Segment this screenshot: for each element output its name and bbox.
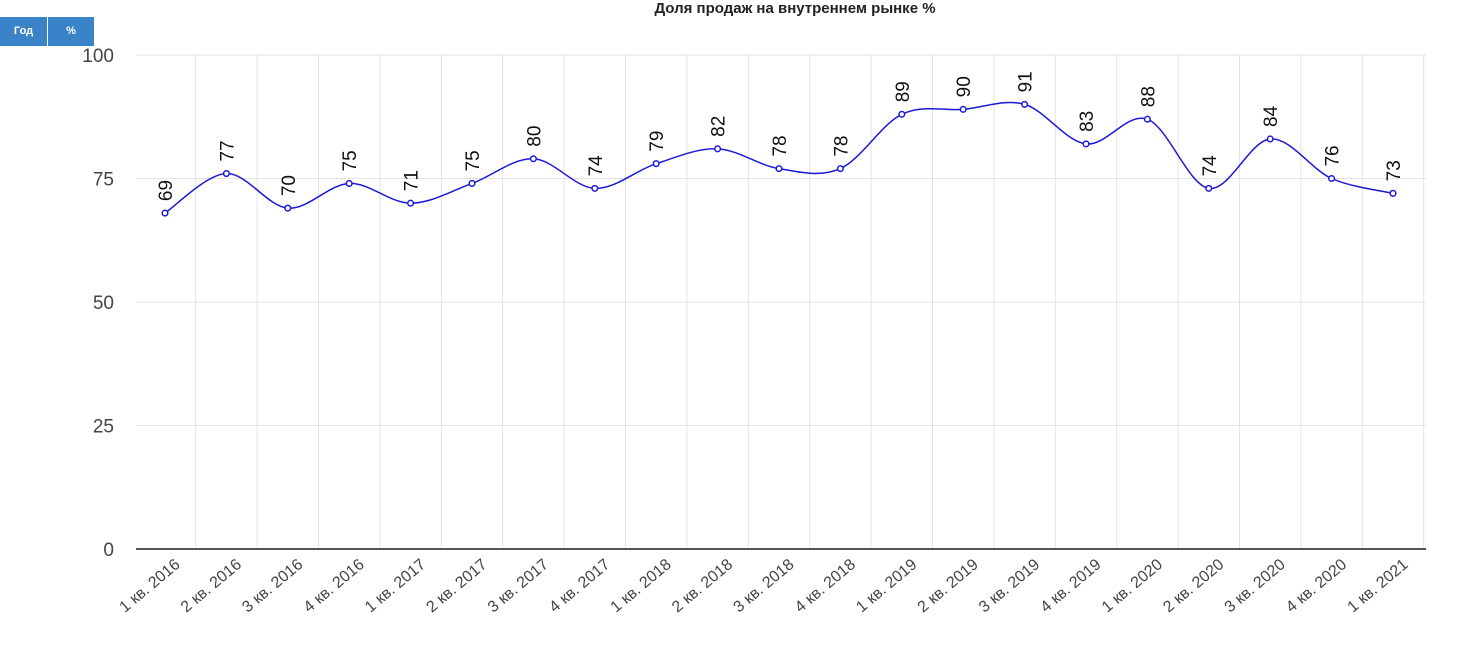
chart-title: Доля продаж на внутреннем рынке % xyxy=(654,0,936,17)
data-point xyxy=(161,209,169,217)
series-line xyxy=(164,101,1394,214)
y-tick-label: 50 xyxy=(93,293,114,314)
data-point xyxy=(1082,140,1090,148)
data-label: 69 xyxy=(156,180,177,201)
y-tick-label: 100 xyxy=(82,46,114,67)
x-tick-label: 1 кв. 2021 xyxy=(1344,556,1411,616)
data-point xyxy=(284,204,292,212)
data-point xyxy=(345,179,353,187)
x-tick-label: 4 кв. 2017 xyxy=(546,556,613,616)
data-label: 70 xyxy=(279,175,300,196)
data-label: 89 xyxy=(893,81,914,102)
x-tick-label: 2 кв. 2016 xyxy=(178,556,245,616)
period-year-button[interactable]: Год xyxy=(0,17,48,46)
data-label: 78 xyxy=(770,135,791,156)
data-point xyxy=(1021,100,1029,108)
data-label: 71 xyxy=(402,170,423,191)
data-point xyxy=(1389,189,1397,197)
data-point xyxy=(959,105,967,113)
data-label: 84 xyxy=(1261,105,1282,127)
data-point xyxy=(1328,174,1336,183)
data-point xyxy=(775,165,783,173)
data-label: 80 xyxy=(524,126,545,147)
x-tick-label: 3 кв. 2019 xyxy=(976,556,1043,616)
data-point xyxy=(1143,115,1151,123)
x-tick-label: 1 кв. 2020 xyxy=(1099,556,1166,616)
y-tick-label: 0 xyxy=(103,540,114,561)
x-tick-label: 1 кв. 2017 xyxy=(362,556,429,616)
x-tick-label: 4 кв. 2016 xyxy=(301,556,368,616)
data-label: 83 xyxy=(1077,111,1098,132)
data-point xyxy=(468,179,476,187)
x-tick-label: 3 кв. 2020 xyxy=(1222,556,1289,616)
x-tick-label: 1 кв. 2016 xyxy=(116,556,183,616)
data-label: 75 xyxy=(463,150,484,171)
x-tick-label: 3 кв. 2018 xyxy=(730,556,797,616)
x-tick-label: 4 кв. 2018 xyxy=(792,556,859,616)
x-tick-label: 2 кв. 2019 xyxy=(915,556,982,616)
chart-toolbar: Год % xyxy=(0,17,94,46)
x-tick-label: 2 кв. 2020 xyxy=(1160,556,1227,616)
x-tick-label: 3 кв. 2017 xyxy=(485,556,552,616)
data-point xyxy=(836,165,844,173)
data-label: 90 xyxy=(954,76,975,97)
data-label: 88 xyxy=(1138,86,1159,107)
y-tick-label: 25 xyxy=(93,417,114,438)
data-point xyxy=(652,160,660,168)
x-tick-label: 2 кв. 2017 xyxy=(423,556,490,616)
data-label: 74 xyxy=(586,155,607,177)
data-point xyxy=(407,199,415,207)
data-label: 77 xyxy=(217,140,238,161)
data-label: 76 xyxy=(1323,145,1344,166)
data-point xyxy=(529,155,537,163)
data-label: 75 xyxy=(340,150,361,171)
x-tick-label: 2 кв. 2018 xyxy=(669,556,736,616)
data-point xyxy=(714,145,722,153)
x-tick-label: 4 кв. 2019 xyxy=(1037,556,1104,616)
x-tick-label: 3 кв. 2016 xyxy=(239,556,306,616)
data-point xyxy=(898,110,906,118)
data-point xyxy=(1205,184,1213,192)
data-label: 73 xyxy=(1384,160,1405,181)
data-point xyxy=(591,184,599,192)
data-label: 91 xyxy=(1016,71,1037,92)
data-label: 79 xyxy=(647,131,668,152)
data-point xyxy=(1266,135,1274,143)
data-point xyxy=(222,170,230,178)
x-tick-label: 1 кв. 2019 xyxy=(853,556,920,616)
data-label: 74 xyxy=(1200,155,1221,177)
unit-percent-button[interactable]: % xyxy=(48,17,94,46)
x-tick-label: 4 кв. 2020 xyxy=(1283,556,1350,616)
y-tick-label: 75 xyxy=(93,170,114,191)
data-label: 82 xyxy=(709,116,730,137)
data-label: 78 xyxy=(831,135,852,156)
x-tick-label: 1 кв. 2018 xyxy=(608,556,675,616)
